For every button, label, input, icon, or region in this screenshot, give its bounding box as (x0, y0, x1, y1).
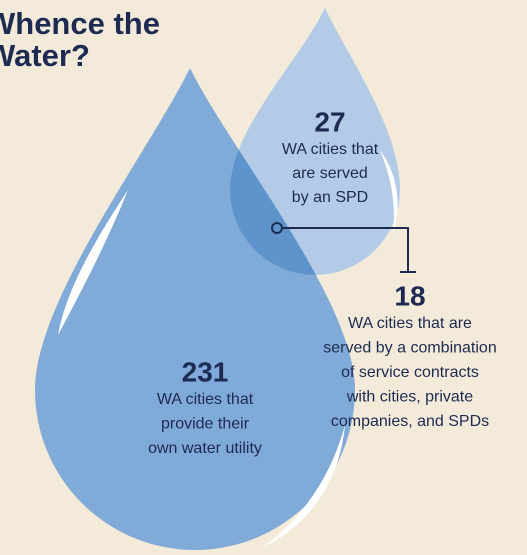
group-description: of service contracts (341, 364, 479, 381)
group-description: by an SPD (292, 189, 368, 206)
group-description: are served (292, 165, 368, 182)
page: {"title": {"lines": ["Whence the", "Wate… (0, 0, 527, 555)
group-description: WA cities that (157, 391, 254, 408)
group-description: with cities, private (346, 389, 473, 406)
group-description: own water utility (148, 440, 262, 457)
group-number: 27 (314, 106, 345, 137)
group-description: WA cities that are (348, 315, 472, 332)
title: Water? (0, 38, 90, 73)
group-number: 18 (394, 280, 425, 311)
infographic: Whence theWater? 27 WA cities that are serv… (0, 0, 527, 555)
title: Whence the (0, 6, 160, 41)
group-description: companies, and SPDs (331, 413, 489, 430)
group-description: provide their (161, 416, 250, 433)
group-description: WA cities that (282, 141, 379, 158)
group-description: served by a combination (323, 340, 496, 357)
group-number: 231 (182, 356, 229, 387)
